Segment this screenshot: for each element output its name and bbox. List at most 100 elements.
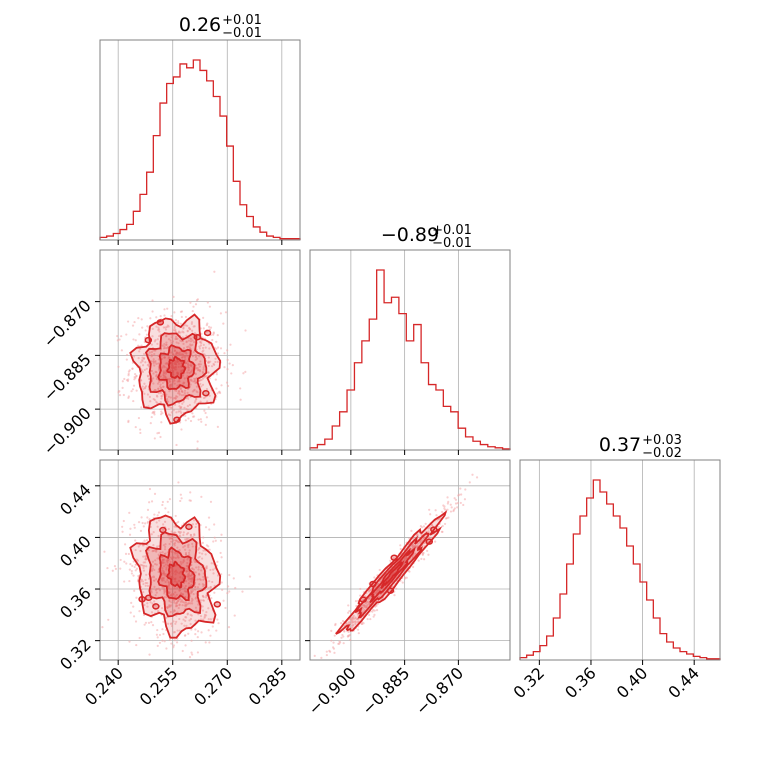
scatter-point (341, 633, 344, 637)
scatter-point (198, 355, 201, 358)
scatter-point (183, 392, 186, 395)
scatter-point (179, 339, 182, 342)
scatter-point (460, 493, 463, 496)
scatter-point (182, 546, 185, 549)
scatter-point (450, 506, 453, 509)
scatter-point (180, 411, 183, 414)
scatter-point (207, 516, 211, 519)
scatter-point (114, 567, 117, 570)
scatter-point (187, 632, 190, 635)
scatter-point (176, 337, 179, 340)
scatter-point (208, 305, 212, 308)
scatter-point (133, 375, 136, 379)
contour-island (203, 329, 212, 337)
scatter-point (351, 626, 354, 629)
scatter-point (138, 636, 141, 640)
scatter-point (128, 579, 131, 583)
scatter-point (199, 614, 203, 618)
scatter-point (161, 500, 164, 504)
scatter-point (191, 412, 194, 415)
scatter-point (205, 565, 208, 568)
scatter-point (169, 610, 172, 614)
scatter-point (143, 368, 146, 372)
scatter-point (152, 544, 155, 547)
scatter-point (158, 519, 161, 522)
scatter-point (174, 591, 177, 594)
scatter-point (366, 617, 369, 621)
scatter-point (158, 589, 162, 592)
scatter-point (170, 341, 173, 344)
scatter-point (162, 364, 165, 368)
scatter-point (187, 417, 190, 420)
scatter-point (202, 343, 205, 346)
scatter-point (135, 567, 139, 570)
scatter-point (161, 567, 164, 570)
scatter-point (187, 551, 191, 554)
scatter-point (134, 569, 137, 572)
panel-title-2: 0.37 (599, 434, 641, 456)
scatter-point (197, 572, 201, 575)
scatter-point (190, 365, 193, 368)
scatter-point (157, 326, 160, 329)
scatter-point (164, 545, 167, 548)
scatter-point (129, 527, 132, 530)
scatter-point (171, 365, 175, 368)
scatter-point (116, 334, 119, 338)
scatter-point (177, 541, 180, 544)
scatter-point (173, 531, 176, 534)
scatter-point (170, 315, 173, 318)
scatter-point (369, 617, 372, 621)
scatter-point (173, 349, 177, 353)
density-panel-0-2 (101, 481, 252, 659)
scatter-point (174, 573, 177, 576)
y-tick-label: 0.36 (56, 583, 95, 622)
scatter-point (156, 514, 159, 517)
scatter-point (419, 525, 422, 528)
scatter-point (150, 415, 153, 419)
y-tick-label: −0.900 (40, 404, 95, 459)
scatter-point (155, 591, 158, 594)
scatter-point (170, 556, 173, 559)
scatter-point (463, 498, 467, 501)
scatter-point (220, 556, 223, 559)
contour-island (425, 538, 434, 545)
scatter-point (184, 551, 188, 555)
scatter-point (175, 443, 178, 447)
scatter-point (166, 500, 169, 503)
scatter-point (174, 552, 177, 555)
scatter-point (154, 389, 158, 392)
scatter-point (152, 531, 155, 534)
scatter-point (162, 347, 165, 350)
scatter-point (408, 570, 411, 573)
scatter-point (332, 641, 335, 644)
scatter-point (375, 609, 379, 612)
scatter-point (205, 416, 208, 419)
scatter-point (184, 324, 187, 327)
scatter-point (181, 374, 185, 377)
scatter-point (196, 636, 199, 639)
scatter-point (160, 410, 163, 413)
histogram-panel-1 (309, 249, 511, 451)
scatter-point (225, 381, 229, 384)
scatter-point (226, 349, 229, 352)
scatter-point (153, 513, 156, 516)
scatter-point (155, 362, 158, 365)
scatter-point (168, 599, 171, 602)
scatter-point (404, 557, 408, 560)
scatter-point (228, 590, 231, 593)
scatter-point (239, 387, 242, 390)
scatter-point (212, 540, 215, 543)
scatter-point (134, 548, 137, 552)
scatter-point (161, 558, 164, 562)
scatter-point (198, 347, 201, 350)
scatter-point (306, 683, 308, 685)
scatter-point (164, 335, 168, 338)
scatter-point (174, 330, 177, 334)
scatter-point (207, 364, 210, 368)
scatter-point (248, 575, 252, 578)
scatter-point (220, 573, 223, 576)
scatter-point (191, 369, 194, 372)
scatter-point (191, 390, 194, 393)
scatter-point (226, 585, 230, 588)
scatter-point (198, 551, 201, 554)
